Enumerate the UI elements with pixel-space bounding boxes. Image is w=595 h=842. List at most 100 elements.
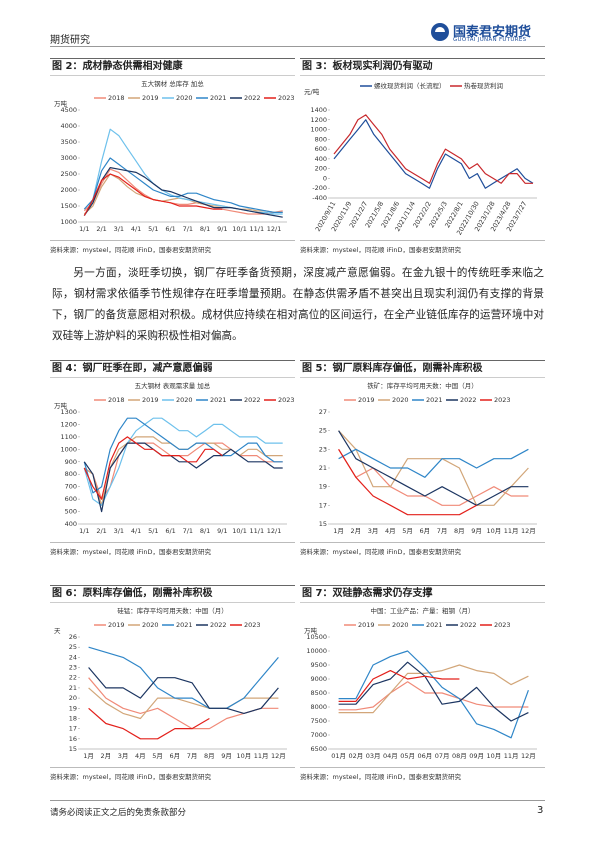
series-line — [83, 173, 223, 216]
x-tick-label: 2/1 — [96, 527, 106, 535]
series-line — [83, 168, 283, 215]
legend-label: 2023 — [278, 94, 295, 102]
legend-label: 2023 — [494, 396, 511, 404]
legend-label: 2023 — [278, 396, 295, 404]
series-line — [338, 430, 529, 506]
series-line — [338, 448, 529, 506]
series-line — [83, 157, 283, 213]
y-tick-label: 1200 — [60, 420, 77, 428]
y-tick-label: 800 — [315, 135, 327, 143]
legend-label: 2022 — [244, 94, 261, 102]
legend-label: 2020 — [142, 621, 159, 629]
footer-note: 请务必阅读正文之后的免责条款部分 — [50, 808, 187, 818]
series-line — [338, 681, 529, 711]
caption: 图 5：钢厂原料库存偏低，刚需补库积极 — [300, 360, 545, 378]
y-tick-label: 600 — [65, 495, 77, 503]
legend-label: 2021 — [426, 396, 443, 404]
y-tick-label: 25 — [69, 643, 77, 651]
chart: 铁矿：库存平均可用天数：中国（月） 2019 2020 2021 2022 2023 15 1… — [319, 381, 537, 535]
y-tick-label: 1300 — [60, 408, 77, 416]
x-tick-label: 12月 — [521, 527, 536, 535]
x-tick-label: 1/1 — [79, 527, 89, 535]
y-tick-label: 8500 — [310, 689, 327, 697]
y-tick-label: 8000 — [310, 703, 327, 711]
series-line — [338, 650, 529, 739]
series-line — [88, 667, 279, 714]
x-tick-label: 9/1 — [217, 527, 227, 535]
y-tick-label: 27 — [319, 408, 327, 416]
x-tick-label: 6/1 — [165, 527, 175, 535]
x-tick-label: 04月 — [383, 752, 398, 760]
x-tick-label: 09月 — [469, 752, 484, 760]
y-tick-label: 10500 — [306, 633, 327, 641]
x-tick-label: 4/1 — [131, 527, 141, 535]
figure: 图 4：钢厂旺季在即，减产意愿偏弱 五大钢材 表观需求量 加总 万吨 2018 2019… — [50, 360, 295, 556]
y-tick-label: 26 — [69, 633, 77, 641]
legend-label: 2019 — [142, 396, 159, 404]
footer-rule — [50, 800, 545, 801]
source: 资料来源：mysteel，同花顺 iFinD，国泰君安期货研究 — [300, 542, 545, 556]
series-line — [338, 664, 529, 714]
x-tick-label: 3/1 — [114, 225, 124, 233]
source: 资料来源：mysteel，同花顺 iFinD，国泰君安期货研究 — [50, 240, 295, 254]
figure: 图 3：板材现实利润仍有驱动 元/吨 螺纹现货利润（长流程） 热卷现货利润 -400 -2… — [300, 58, 545, 254]
y-tick-label: 16 — [69, 735, 77, 743]
y-tick-label: 10000 — [306, 647, 327, 655]
y-tick-label: 1200 — [310, 116, 327, 124]
y-tick-label: 15 — [319, 520, 327, 528]
y-tick-label: 1500 — [60, 202, 77, 210]
y-unit: 万吨 — [54, 99, 68, 108]
series-line — [83, 167, 283, 218]
series-line — [88, 707, 210, 740]
x-tick-label: 11月 — [254, 752, 269, 760]
legend-label: 2019 — [358, 396, 375, 404]
y-tick-label: 1100 — [60, 433, 77, 441]
y-tick-label: 17 — [319, 501, 327, 509]
y-tick-label: 400 — [315, 155, 327, 163]
x-tick-label: 9/1 — [217, 225, 227, 233]
series-line — [88, 687, 279, 720]
logo-cn: 国泰君安期货 — [453, 25, 532, 40]
x-tick-label: 5月 — [152, 752, 163, 760]
y-unit: 元/吨 — [304, 87, 320, 96]
legend-label: 2023 — [244, 621, 261, 629]
y-tick-label: 2000 — [60, 186, 77, 194]
legend-label: 热卷现货利润 — [464, 81, 503, 90]
header-rule — [50, 46, 545, 47]
legend-label: 2021 — [210, 94, 227, 102]
x-tick-label: 02月 — [348, 752, 363, 760]
x-tick-label: 4/1 — [131, 225, 141, 233]
x-tick-label: 6月 — [420, 527, 431, 535]
x-tick-label: 11/1 — [250, 527, 265, 535]
y-tick-label: 21 — [319, 464, 327, 472]
y-tick-label: -200 — [312, 184, 327, 192]
x-tick-label: 10月 — [236, 752, 251, 760]
x-tick-label: 1月 — [83, 752, 94, 760]
x-tick-label: 4月 — [385, 527, 396, 535]
y-tick-label: 3000 — [60, 154, 77, 162]
x-tick-label: 12月 — [271, 752, 286, 760]
caption: 图 4：钢厂旺季在即，减产意愿偏弱 — [50, 360, 295, 378]
figure: 图 6：原料库存偏低，刚需补库积极 硅锰：库存平均可用天数：中国（月）天 2019 2… — [50, 585, 295, 781]
y-tick-label: 4500 — [60, 106, 77, 114]
y-tick-label: 9000 — [310, 675, 327, 683]
caption: 图 7：双硅静态需求仍存支撑 — [300, 585, 545, 603]
y-tick-label: 18 — [69, 714, 77, 722]
x-tick-label: 12/1 — [267, 527, 282, 535]
x-tick-label: 10月 — [486, 752, 501, 760]
x-tick-label: 11/1 — [250, 225, 265, 233]
y-tick-label: 9500 — [310, 661, 327, 669]
body-text: 另一方面，淡旺季切换，钢厂存旺季备货预期，深度减产意愿偏弱。在金九银十的传统旺季… — [52, 267, 544, 342]
figure: 图 2：成材静态供需相对健康 五大钢材 总库存 加总 万吨 2018 2019 2020 2… — [50, 58, 295, 254]
y-unit: 天 — [54, 627, 61, 635]
series-line — [338, 430, 529, 506]
x-tick-label: 8月 — [204, 752, 215, 760]
x-tick-label: 1/1 — [79, 225, 89, 233]
x-tick-label: 8/1 — [200, 527, 210, 535]
y-unit: 万吨 — [54, 401, 68, 410]
series-line — [333, 114, 533, 184]
x-tick-label: 4月 — [135, 752, 146, 760]
